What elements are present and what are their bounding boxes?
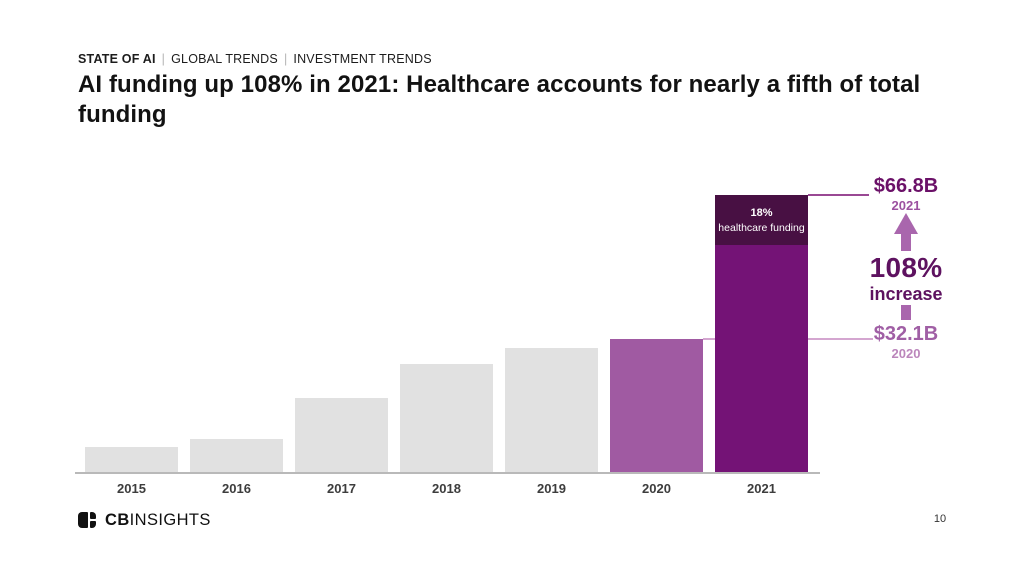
x-axis-label-2019: 2019: [537, 481, 566, 496]
cbinsights-logo-text: CBINSIGHTS: [105, 511, 211, 530]
page-title-line-2: funding: [78, 101, 167, 128]
x-axis-label-2016: 2016: [222, 481, 251, 496]
annotation-2021-year: 2021: [891, 198, 921, 213]
bar-2020: [610, 339, 703, 472]
x-axis-label-2017: 2017: [327, 481, 356, 496]
arrow-up-icon: [894, 213, 918, 251]
page-number: 10: [933, 513, 947, 525]
annotation-2020-value: $32.1B: [873, 323, 939, 345]
arrow-tail-segment: [901, 305, 911, 320]
x-axis-label-2020: 2020: [642, 481, 671, 496]
breadcrumb-separator: |: [283, 52, 288, 66]
bar-2021: 18% healthcare funding: [715, 195, 808, 472]
x-axis-label-2018: 2018: [432, 481, 461, 496]
x-axis-label-2021: 2021: [747, 481, 776, 496]
page-title: AI funding up 108% in 2021: Healthcare a…: [78, 70, 978, 130]
callout-line-2021: [808, 194, 869, 196]
breadcrumb-secondary-2: INVESTMENT TRENDS: [293, 52, 432, 66]
segment-percent-label: 18%: [750, 206, 773, 219]
cbinsights-logo-icon: [78, 512, 98, 529]
annotation-2020-year: 2020: [891, 346, 921, 361]
bar-2018: [400, 364, 493, 472]
logo-text-regular: INSIGHTS: [129, 511, 211, 529]
cbinsights-logo: CBINSIGHTS: [78, 511, 211, 530]
annotation-increase-label: increase: [869, 284, 943, 304]
annotation-2021-value: $66.8B: [873, 175, 939, 197]
breadcrumb-separator: |: [161, 52, 166, 66]
breadcrumb-primary: STATE OF AI: [78, 52, 156, 66]
page-title-line-1: AI funding up 108% in 2021: Healthcare a…: [78, 71, 921, 98]
breadcrumb-secondary-1: GLOBAL TRENDS: [171, 52, 278, 66]
bar-2019: [505, 348, 598, 472]
logo-text-bold: CB: [105, 511, 130, 529]
x-axis-label-2015: 2015: [117, 481, 146, 496]
segment-description-label: healthcare funding: [718, 221, 805, 234]
x-axis-line: [75, 472, 820, 474]
bar-2016: [190, 439, 283, 472]
annotation-increase-value: 108%: [869, 252, 943, 283]
bar-2017: [295, 398, 388, 472]
bar-2015: [85, 447, 178, 472]
breadcrumb: STATE OF AI | GLOBAL TRENDS | INVESTMENT TRE…: [78, 52, 432, 66]
healthcare-funding-segment: 18% healthcare funding: [715, 195, 808, 245]
